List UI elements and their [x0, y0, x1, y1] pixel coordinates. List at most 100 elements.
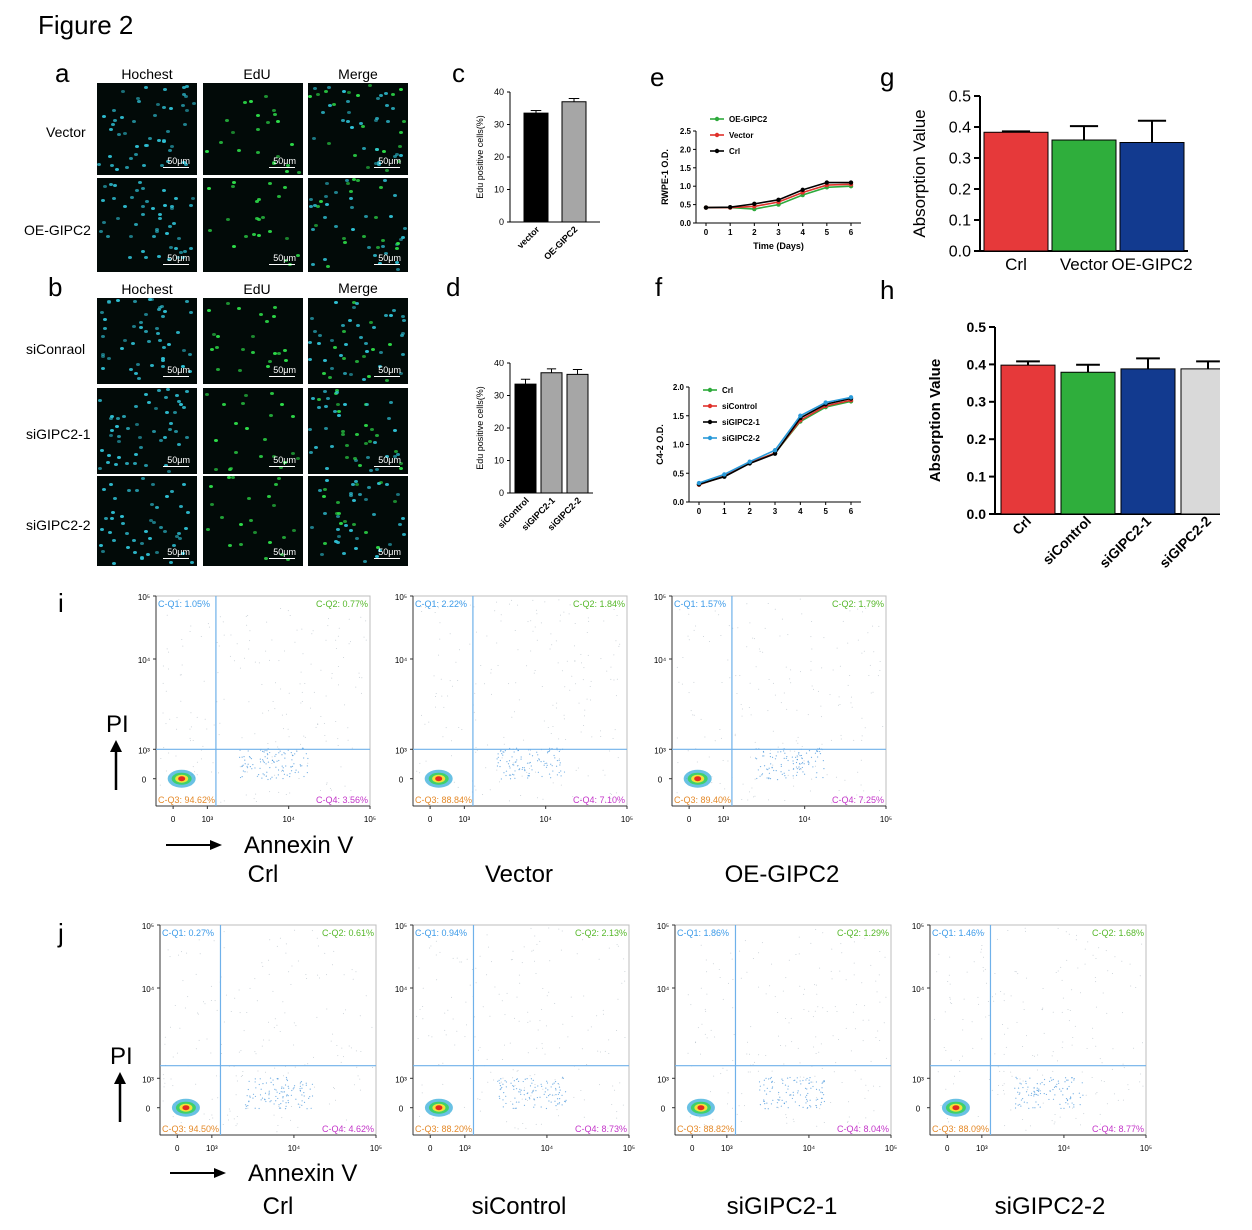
event-dot: [769, 777, 772, 780]
event-dot: [268, 1092, 270, 1094]
cell-nucleus: [349, 372, 354, 376]
cell-nucleus: [276, 155, 281, 159]
event-dot: [949, 996, 951, 998]
event-dot: [533, 1089, 535, 1091]
event-dot: [808, 762, 810, 764]
cell-nucleus: [113, 183, 118, 187]
event-dot: [1039, 1106, 1041, 1108]
event-dot: [168, 651, 170, 653]
event-dot: [580, 931, 582, 933]
event-dot: [280, 608, 282, 610]
event-dot: [514, 1017, 516, 1019]
event-dot: [776, 779, 779, 781]
cell-nucleus: [272, 112, 277, 116]
event-dot: [474, 785, 476, 787]
event-dot: [708, 640, 710, 642]
event-dot: [249, 630, 251, 632]
event-dot: [306, 977, 308, 979]
event-dot: [770, 1076, 772, 1079]
event-dot: [425, 760, 427, 762]
event-dot: [176, 717, 178, 719]
event-dot: [1020, 1099, 1023, 1101]
event-dot: [179, 674, 181, 676]
event-dot: [253, 798, 255, 800]
event-dot: [617, 998, 619, 1000]
event-dot: [284, 1084, 287, 1086]
y-tick-label: 10³: [912, 1075, 924, 1084]
event-dot: [1052, 1098, 1055, 1100]
event-dot: [1043, 1092, 1045, 1095]
event-dot: [610, 666, 612, 668]
event-dot: [780, 763, 782, 766]
cell-nucleus: [352, 456, 357, 460]
event-dot: [563, 714, 565, 716]
event-dot: [556, 747, 558, 749]
cell-nucleus: [230, 476, 235, 480]
cell-nucleus: [133, 222, 138, 226]
event-dot: [284, 757, 286, 759]
event-dot: [494, 986, 496, 988]
event-dot: [786, 1122, 788, 1124]
event-dot: [501, 1000, 503, 1002]
event-dot: [293, 1085, 296, 1087]
event-dot: [285, 1076, 288, 1079]
annexin-axis-label: Annexin V: [244, 832, 353, 859]
cell-nucleus: [237, 369, 242, 373]
event-dot: [246, 624, 248, 626]
data-point: [696, 480, 702, 486]
x-tick-label: 10⁴: [799, 815, 812, 824]
event-dot: [815, 1081, 818, 1083]
event-dot: [502, 1077, 504, 1079]
event-dot: [526, 1092, 528, 1095]
y-tick-label: 10⁴: [142, 985, 155, 994]
event-dot: [801, 746, 803, 748]
cell-nucleus: [134, 422, 139, 426]
event-dot: [617, 945, 619, 947]
event-dot: [727, 659, 729, 661]
cell-nucleus: [377, 160, 382, 164]
cell-nucleus: [225, 302, 230, 305]
cell-nucleus: [244, 235, 249, 239]
event-dot: [830, 739, 832, 741]
event-dot: [798, 936, 800, 938]
cell-nucleus: [393, 454, 398, 458]
cell-nucleus: [325, 265, 330, 269]
event-dot: [355, 971, 357, 973]
event-dot: [842, 620, 844, 622]
cell-nucleus: [362, 235, 367, 239]
event-dot: [270, 1100, 272, 1102]
event-dot: [337, 745, 339, 747]
x-tick-label: 10⁵: [621, 815, 633, 824]
event-dot: [418, 933, 420, 935]
event-dot: [769, 985, 771, 987]
event-dot: [497, 756, 499, 758]
event-dot: [791, 1041, 793, 1043]
cell-nucleus: [153, 407, 158, 411]
y-tick-label: 10⁵: [142, 922, 154, 931]
event-dot: [274, 682, 276, 684]
cell-nucleus: [107, 155, 112, 159]
event-dot: [269, 751, 271, 754]
cell-nucleus: [272, 315, 277, 318]
event-dot: [841, 952, 843, 954]
event-dot: [695, 1042, 697, 1044]
event-dot: [490, 672, 492, 674]
event-dot: [549, 747, 551, 749]
event-dot: [182, 645, 184, 647]
event-dot: [787, 634, 789, 636]
event-dot: [720, 635, 722, 637]
event-dot: [758, 952, 760, 954]
cell-nucleus: [144, 85, 149, 89]
cell-nucleus: [107, 357, 112, 361]
cell-nucleus: [182, 349, 186, 353]
event-dot: [1039, 1083, 1041, 1085]
event-dot: [1068, 933, 1070, 935]
cell-nucleus: [401, 314, 406, 318]
cell-nucleus: [168, 149, 173, 153]
event-dot: [730, 952, 732, 954]
event-dot: [877, 675, 879, 677]
event-dot: [245, 1105, 248, 1107]
event-dot: [988, 1014, 990, 1016]
cell-nucleus: [309, 525, 314, 529]
